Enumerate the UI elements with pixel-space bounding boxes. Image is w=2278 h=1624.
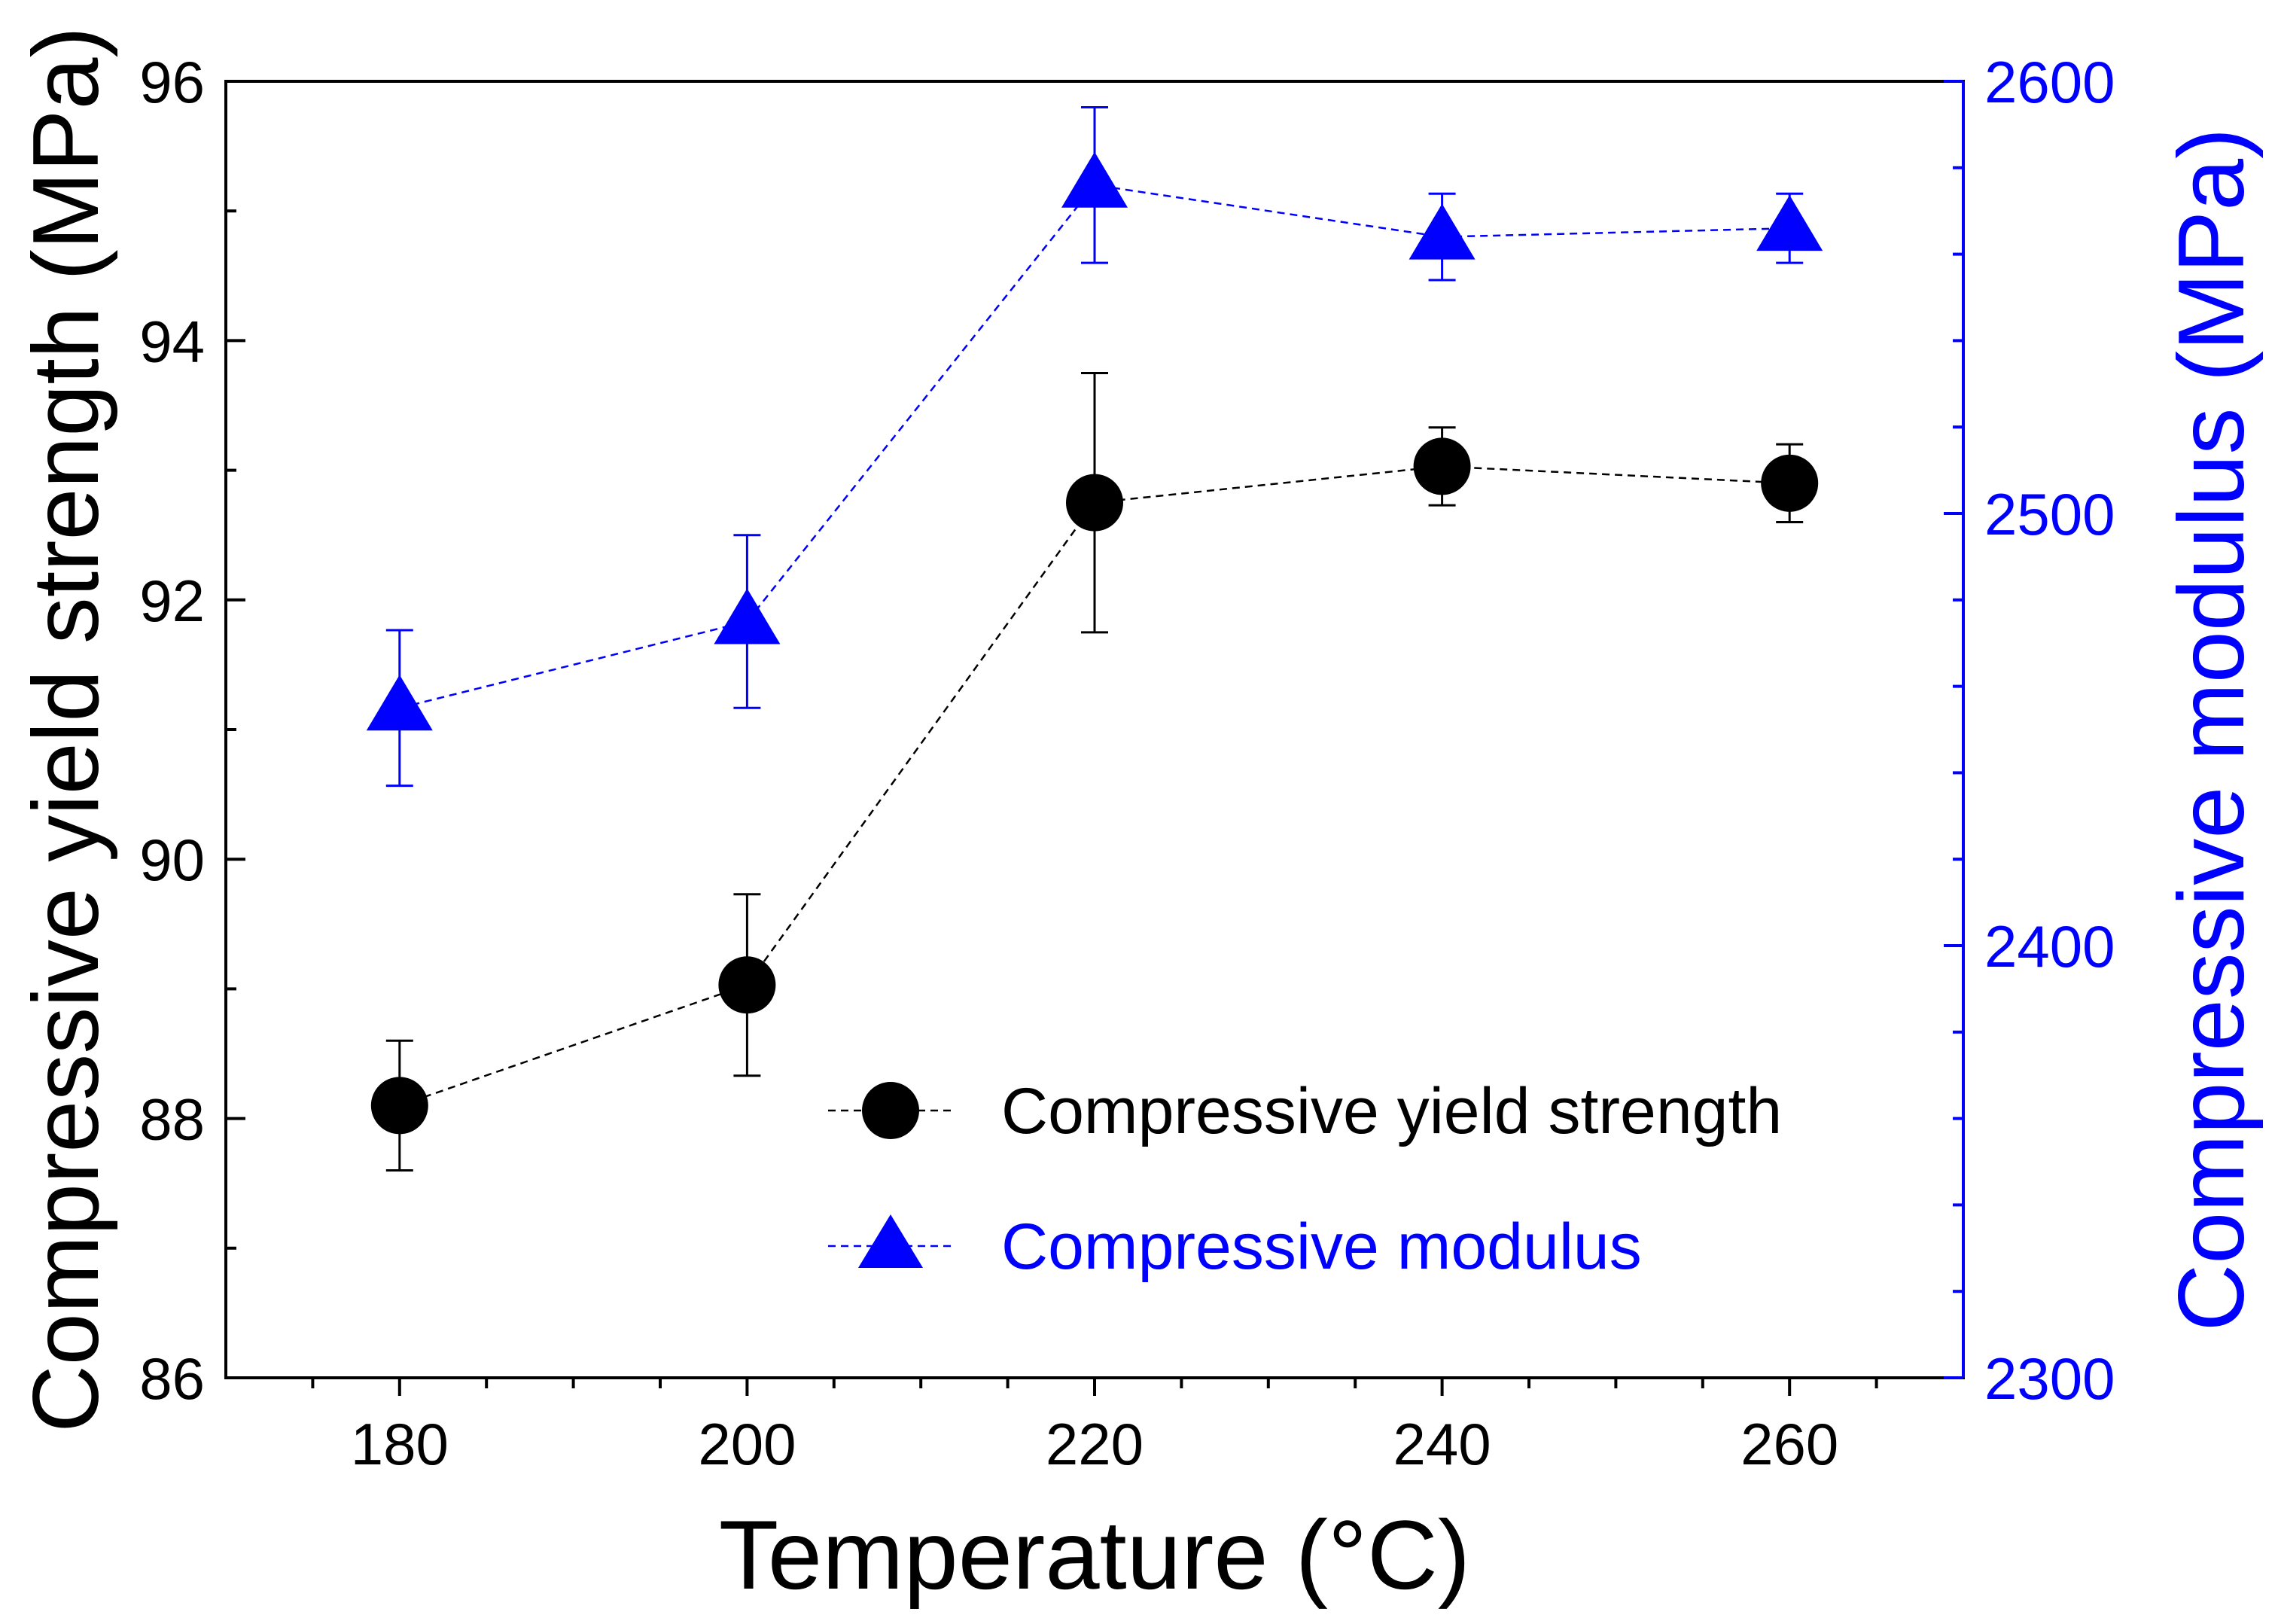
y-right-tick-label: 2600 xyxy=(1984,49,2115,115)
data-point-circle xyxy=(718,956,776,1014)
y-left-tick-label: 96 xyxy=(139,49,205,115)
data-point-triangle xyxy=(1756,195,1823,251)
x-tick-label: 180 xyxy=(351,1411,449,1477)
data-point-circle xyxy=(370,1077,428,1135)
legend-label-strength: Compressive yield strength xyxy=(1001,1075,1782,1147)
series-layer xyxy=(366,105,1823,1172)
y-left-tick-label: 94 xyxy=(139,308,205,374)
y-axis-label-left: Compressive yield strength (MPa) xyxy=(14,26,118,1433)
y-right-tick-label: 2400 xyxy=(1984,913,2115,980)
data-point-triangle xyxy=(1409,203,1476,260)
y-left-tick-label: 88 xyxy=(139,1086,205,1153)
axis-ticks: 180 200 220 240 260 86 88 90 92 94 96 2300 2400 2500 2… xyxy=(139,49,2115,1477)
y-left-tick-label: 92 xyxy=(139,568,205,634)
data-point-triangle xyxy=(366,675,433,731)
x-axis-label: Temperature (°C) xyxy=(719,1500,1470,1610)
y-axis-label-right: Compressive modulus (MPa) xyxy=(2160,128,2264,1332)
y-left-tick-label: 90 xyxy=(139,827,205,893)
legend-marker-triangle xyxy=(858,1214,923,1268)
x-tick-label: 200 xyxy=(698,1411,796,1477)
plot-frame xyxy=(224,80,1965,1379)
legend-label-modulus: Compressive modulus xyxy=(1001,1211,1642,1283)
data-point-triangle xyxy=(714,588,781,644)
y-right-tick-label: 2300 xyxy=(1984,1345,2115,1412)
y-right-tick-label: 2500 xyxy=(1984,481,2115,547)
x-tick-label: 260 xyxy=(1740,1411,1838,1477)
data-point-triangle xyxy=(1061,151,1128,208)
data-point-circle xyxy=(1066,474,1123,532)
legend-marker-circle xyxy=(862,1082,919,1139)
data-point-circle xyxy=(1413,437,1471,495)
y-left-tick-label: 86 xyxy=(139,1345,205,1412)
x-tick-label: 240 xyxy=(1393,1411,1491,1477)
x-tick-label: 220 xyxy=(1046,1411,1144,1477)
legend: Compressive yield strength Compressive m… xyxy=(828,1075,1782,1283)
data-point-circle xyxy=(1761,454,1819,512)
